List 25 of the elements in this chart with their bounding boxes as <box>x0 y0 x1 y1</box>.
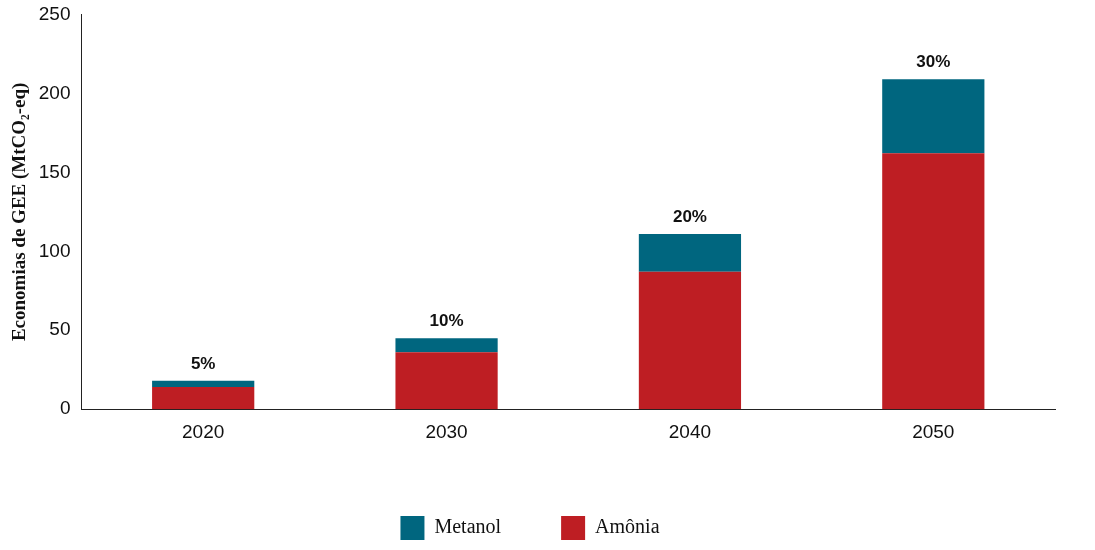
annotation: 10% <box>429 311 464 331</box>
bar <box>638 233 742 272</box>
annotation: 30% <box>916 52 951 72</box>
bar <box>152 387 255 410</box>
bar <box>395 352 498 410</box>
legend-label: Metanol <box>434 515 502 538</box>
bar <box>152 380 255 388</box>
annotation: 5% <box>190 353 216 373</box>
x-tick-label: 2040 <box>668 420 712 442</box>
y-tick-label: 100 <box>38 239 71 261</box>
bar <box>638 271 742 410</box>
y-tick-label: 150 <box>38 160 71 182</box>
y-axis-title: Economias de GEE (MtCO₂-eq) <box>8 82 31 342</box>
bar <box>882 79 985 154</box>
legend-label: Amônia <box>595 515 660 538</box>
y-tick-label: 250 <box>38 2 71 24</box>
y-tick-label: 0 <box>59 397 71 419</box>
bar <box>395 338 498 353</box>
bar <box>882 153 985 410</box>
x-tick-label: 2050 <box>912 420 955 442</box>
x-tick-label: 2030 <box>425 420 468 442</box>
y-tick-label: 200 <box>38 81 71 103</box>
y-tick-label: 50 <box>49 318 71 340</box>
annotation: 20% <box>672 207 707 227</box>
x-tick-label: 2020 <box>182 420 225 442</box>
